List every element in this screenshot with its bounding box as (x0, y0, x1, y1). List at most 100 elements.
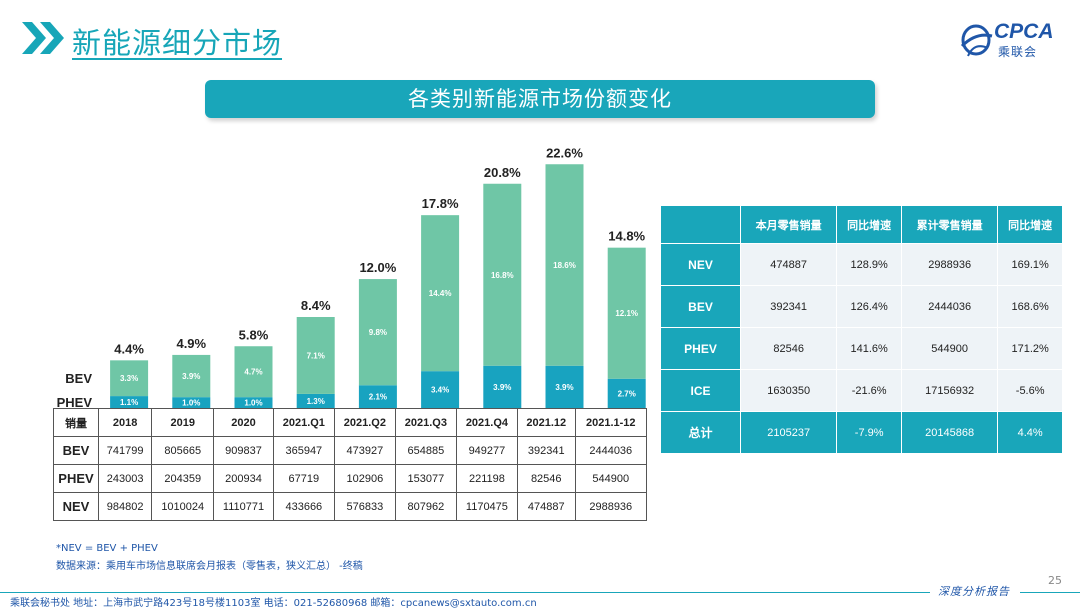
data-table-col-header: 2021.Q3 (394, 408, 457, 437)
table-cell: 474887 (739, 243, 838, 286)
table-row: NEV 474887 128.9% 2988936 169.1% (660, 243, 1063, 286)
data-label-bev: 7.1% (307, 351, 325, 360)
data-label-bev: 9.8% (369, 328, 387, 337)
sales-data-table: 销量 2018 2019 2020 2021.Q1 2021.Q2 2021.Q… (53, 408, 648, 521)
table-cell: 807962 (394, 492, 457, 521)
data-label-phev: 1.0% (244, 399, 262, 408)
table-cell: 805665 (151, 436, 215, 465)
table-cell: -21.6% (836, 369, 902, 412)
chart-title-banner: 各类别新能源市场份额变化 (205, 80, 875, 118)
row-label: BEV (53, 436, 99, 465)
bar-phev (234, 397, 273, 408)
data-label-bev: 3.3% (120, 374, 138, 383)
table-cell: 82546 (739, 327, 838, 370)
bar-bev (607, 247, 646, 379)
legend-label-bev: BEV (65, 371, 92, 386)
data-table-col-header: 2018 (97, 408, 153, 437)
table-cell: 128.9% (836, 243, 902, 286)
table-cell: -5.6% (997, 369, 1063, 412)
data-table-corner: 销量 (53, 408, 99, 437)
table-cell: 365947 (272, 436, 335, 465)
data-table-col-header: 2020 (213, 408, 274, 437)
bar-phev (545, 365, 584, 408)
data-label-phev: 2.7% (618, 389, 636, 398)
chart-title: 各类别新能源市场份额变化 (408, 87, 672, 111)
bar-bev (110, 360, 149, 397)
data-table-col-header: 2021.Q2 (333, 408, 396, 437)
summary-total-row: 总计 2105237 -7.9% 20145868 4.4% (660, 411, 1063, 454)
table-cell: 67719 (272, 464, 335, 493)
data-label-phev: 1.1% (120, 398, 138, 407)
table-row: NEV 984802 1010024 1110771 433666 576833… (53, 492, 648, 521)
table-cell: 474887 (516, 492, 576, 521)
row-label: NEV (660, 243, 741, 286)
bar-phev (607, 378, 646, 408)
bar-phev (421, 371, 460, 408)
table-cell: -7.9% (836, 411, 902, 454)
table-cell: 473927 (333, 436, 396, 465)
row-label: 总计 (660, 411, 741, 454)
logo-subtext: 乘联会 (998, 45, 1038, 59)
table-cell: 141.6% (836, 327, 902, 370)
total-label: 22.6% (546, 145, 583, 160)
data-label-phev: 3.9% (493, 383, 511, 392)
page-number: 25 (1048, 574, 1062, 587)
table-cell: 2105237 (739, 411, 838, 454)
table-cell: 433666 (272, 492, 335, 521)
table-row: BEV 392341 126.4% 2444036 168.6% (660, 285, 1063, 328)
row-label: NEV (53, 492, 99, 521)
cpca-logo: CPCA 乘联会 (958, 18, 1058, 64)
bar-phev (483, 365, 522, 408)
table-cell: 654885 (394, 436, 457, 465)
data-label-phev: 3.9% (555, 383, 573, 392)
table-cell: 1110771 (213, 492, 274, 521)
summary-col-header: 同比增速 (997, 205, 1063, 244)
table-cell: 544900 (900, 327, 999, 370)
share-chart: 1.1% 3.3% 4.4% 1.0% 3.9% 4.9% 1.0% 4.7% 5.8% 1.3%… (50, 125, 650, 410)
globe-logo-icon (960, 24, 993, 57)
data-label-phev: 1.3% (307, 397, 325, 406)
data-label-bev: 14.4% (429, 289, 452, 298)
bar-bev (358, 279, 397, 386)
summary-header-row: 本月零售销量 同比增速 累计零售销量 同比增速 (660, 205, 1063, 244)
total-label: 14.8% (608, 229, 645, 244)
table-cell: 392341 (516, 436, 576, 465)
table-cell: 4.4% (997, 411, 1063, 454)
summary-table: 本月零售销量 同比增速 累计零售销量 同比增速 NEV 474887 128.9… (660, 205, 1063, 454)
table-cell: 949277 (455, 436, 518, 465)
bar-phev (358, 385, 397, 408)
data-table-col-header: 2019 (151, 408, 215, 437)
table-cell: 984802 (97, 492, 153, 521)
bar-bev (421, 215, 460, 372)
summary-col-header: 同比增速 (836, 205, 902, 244)
table-cell: 243003 (97, 464, 153, 493)
data-label-bev: 4.7% (244, 368, 262, 377)
bar-bev (296, 317, 335, 394)
chevron-arrows-icon (22, 22, 64, 54)
total-label: 20.8% (484, 165, 521, 180)
total-label: 4.4% (114, 341, 144, 356)
table-cell: 171.2% (997, 327, 1063, 370)
table-cell: 2444036 (900, 285, 999, 328)
data-label-phev: 3.4% (431, 386, 449, 395)
table-cell: 1630350 (739, 369, 838, 412)
table-cell: 576833 (333, 492, 396, 521)
total-label: 5.8% (239, 327, 269, 342)
table-row: PHEV 82546 141.6% 544900 171.2% (660, 327, 1063, 370)
summary-col-header: 本月零售销量 (739, 205, 838, 244)
footer-tagline: 深度分析报告 (938, 585, 1010, 598)
summary-col-header: 累计零售销量 (900, 205, 999, 244)
row-label: BEV (660, 285, 741, 328)
bar-phev (296, 393, 335, 408)
nev-definition-note: *NEV = BEV + PHEV (56, 543, 158, 554)
table-cell: 153077 (394, 464, 457, 493)
page-title: 新能源细分市场 (72, 26, 283, 60)
table-row: ICE 1630350 -21.6% 17156932 -5.6% (660, 369, 1063, 412)
footer-divider (0, 592, 930, 593)
table-cell: 82546 (516, 464, 576, 493)
table-cell: 2988936 (900, 243, 999, 286)
bar-bev (483, 183, 522, 366)
table-cell: 2988936 (574, 492, 648, 521)
data-table-col-header: 2021.12 (516, 408, 576, 437)
data-label-phev: 1.0% (182, 399, 200, 408)
